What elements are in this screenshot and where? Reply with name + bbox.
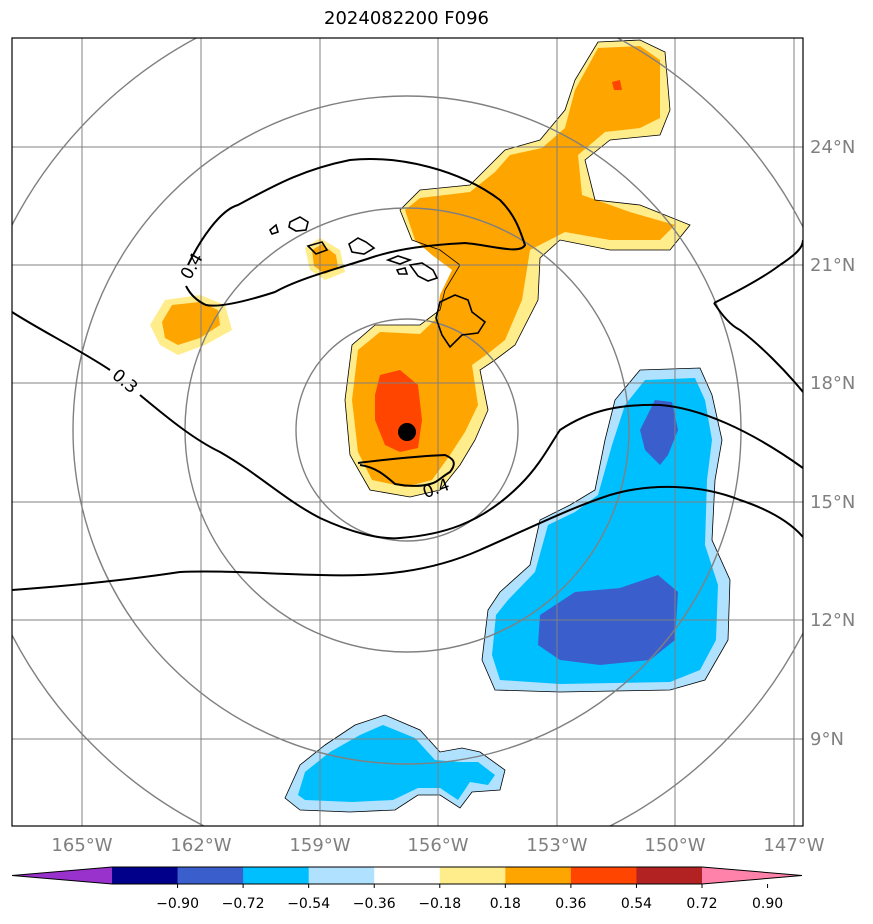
lon-label: 162°W bbox=[170, 835, 231, 856]
lon-label: 159°W bbox=[289, 835, 350, 856]
contour-label-upper: 0.4 bbox=[177, 250, 208, 283]
positive-anomaly-west bbox=[150, 238, 345, 355]
colorbar-segment bbox=[243, 867, 310, 884]
lon-label: 150°W bbox=[644, 835, 705, 856]
colorbar-extend-low bbox=[12, 867, 112, 884]
colorbar-segment bbox=[439, 867, 506, 884]
lat-label: 9°N bbox=[810, 729, 844, 750]
colorbar-tick-label: −0.54 bbox=[287, 896, 330, 912]
lat-label: 21°N bbox=[810, 255, 855, 276]
graticule bbox=[12, 38, 803, 826]
colorbar-tick-label: 0.54 bbox=[621, 896, 652, 912]
colorbar-tick-label: −0.18 bbox=[418, 896, 461, 912]
coastlines bbox=[269, 216, 487, 349]
colorbar-segment bbox=[112, 867, 179, 884]
colorbar-segment bbox=[636, 867, 703, 884]
colorbar-tick-label: 0.18 bbox=[490, 896, 521, 912]
lon-label: 165°W bbox=[51, 835, 112, 856]
latitude-labels: 24°N 21°N 18°N 15°N 12°N 9°N bbox=[810, 137, 855, 750]
lat-label: 24°N bbox=[810, 137, 855, 158]
lat-label: 15°N bbox=[810, 492, 855, 513]
colorbar-segment bbox=[308, 867, 375, 884]
colorbar-tick-label: −0.36 bbox=[353, 896, 396, 912]
map-area: 0.4 0.3 0.4 bbox=[12, 38, 803, 826]
colorbar-tick-label: −0.72 bbox=[222, 896, 265, 912]
colorbar-tick-label: 0.72 bbox=[686, 896, 717, 912]
colorbar-extend-high bbox=[702, 867, 802, 884]
colorbar-tick-label: 0.36 bbox=[555, 896, 586, 912]
lat-label: 18°N bbox=[810, 373, 855, 394]
colorbar-segment bbox=[374, 867, 441, 884]
lat-label: 12°N bbox=[810, 610, 855, 631]
lon-label: 153°W bbox=[526, 835, 587, 856]
lon-label: 147°W bbox=[763, 835, 824, 856]
map-frame bbox=[11, 37, 804, 827]
shading-outline bbox=[284, 39, 731, 813]
contour-label-west: 0.3 bbox=[108, 365, 142, 398]
colorbar-segment bbox=[177, 867, 244, 884]
colorbar-segment bbox=[505, 867, 572, 884]
colorbar-tick-label: −0.90 bbox=[156, 896, 199, 912]
contours bbox=[12, 158, 803, 591]
storm-center-marker bbox=[398, 423, 416, 441]
colorbar: −0.90 −0.72 −0.54 −0.36 −0.18 0.18 0.36 0.54 0.7… bbox=[11, 866, 803, 912]
colorbar-segment bbox=[570, 867, 637, 884]
negative-anomaly-east bbox=[482, 368, 730, 692]
lon-label: 156°W bbox=[407, 835, 468, 856]
longitude-labels: 165°W 162°W 159°W 156°W 153°W 150°W 147°… bbox=[51, 835, 824, 856]
colorbar-tick-label: 0.90 bbox=[752, 896, 783, 912]
plot-title: 2024082200 F096 bbox=[324, 8, 489, 29]
colorbar-outline bbox=[11, 866, 803, 885]
